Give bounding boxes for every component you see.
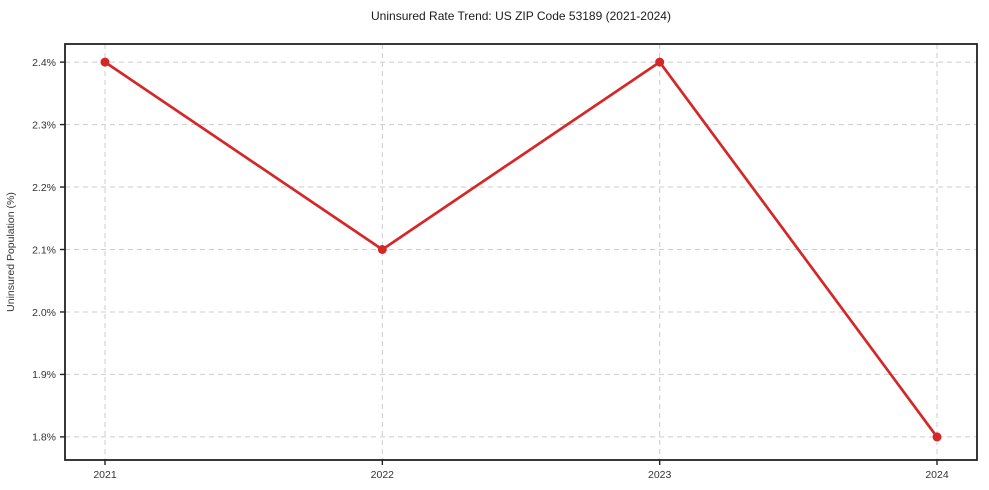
trend-line — [103, 60, 939, 439]
x-tick-label: 2022 — [371, 469, 395, 481]
data-point-2023 — [655, 57, 665, 67]
y-tick-label: 2.3% — [32, 119, 56, 131]
data-point-2024 — [932, 432, 942, 442]
data-point-2022 — [377, 245, 387, 255]
y-tick-label: 2.0% — [32, 307, 56, 319]
y-tick-label: 2.4% — [32, 57, 56, 69]
axes-layer: 1.8% 1.9% 2.0% 2.1% 2.2% 2.3% 2.4% 2021 2022 2023… — [32, 43, 978, 481]
y-tick-label: 2.1% — [32, 244, 56, 256]
grid-layer — [65, 44, 977, 460]
data-point-2021 — [100, 57, 110, 67]
plot-border — [64, 43, 978, 461]
x-tick-label: 2021 — [93, 469, 117, 481]
series-layer — [100, 57, 942, 442]
y-tick-label: 1.8% — [32, 432, 56, 444]
y-tick-label: 1.9% — [32, 369, 56, 381]
x-tick-label: 2024 — [925, 469, 949, 481]
y-axis-label: Uninsured Population (%) — [5, 192, 17, 312]
x-tick-label: 2023 — [648, 469, 672, 481]
chart-title: Uninsured Rate Trend: US ZIP Code 53189 … — [371, 9, 671, 23]
y-tick-label: 2.2% — [32, 182, 56, 194]
